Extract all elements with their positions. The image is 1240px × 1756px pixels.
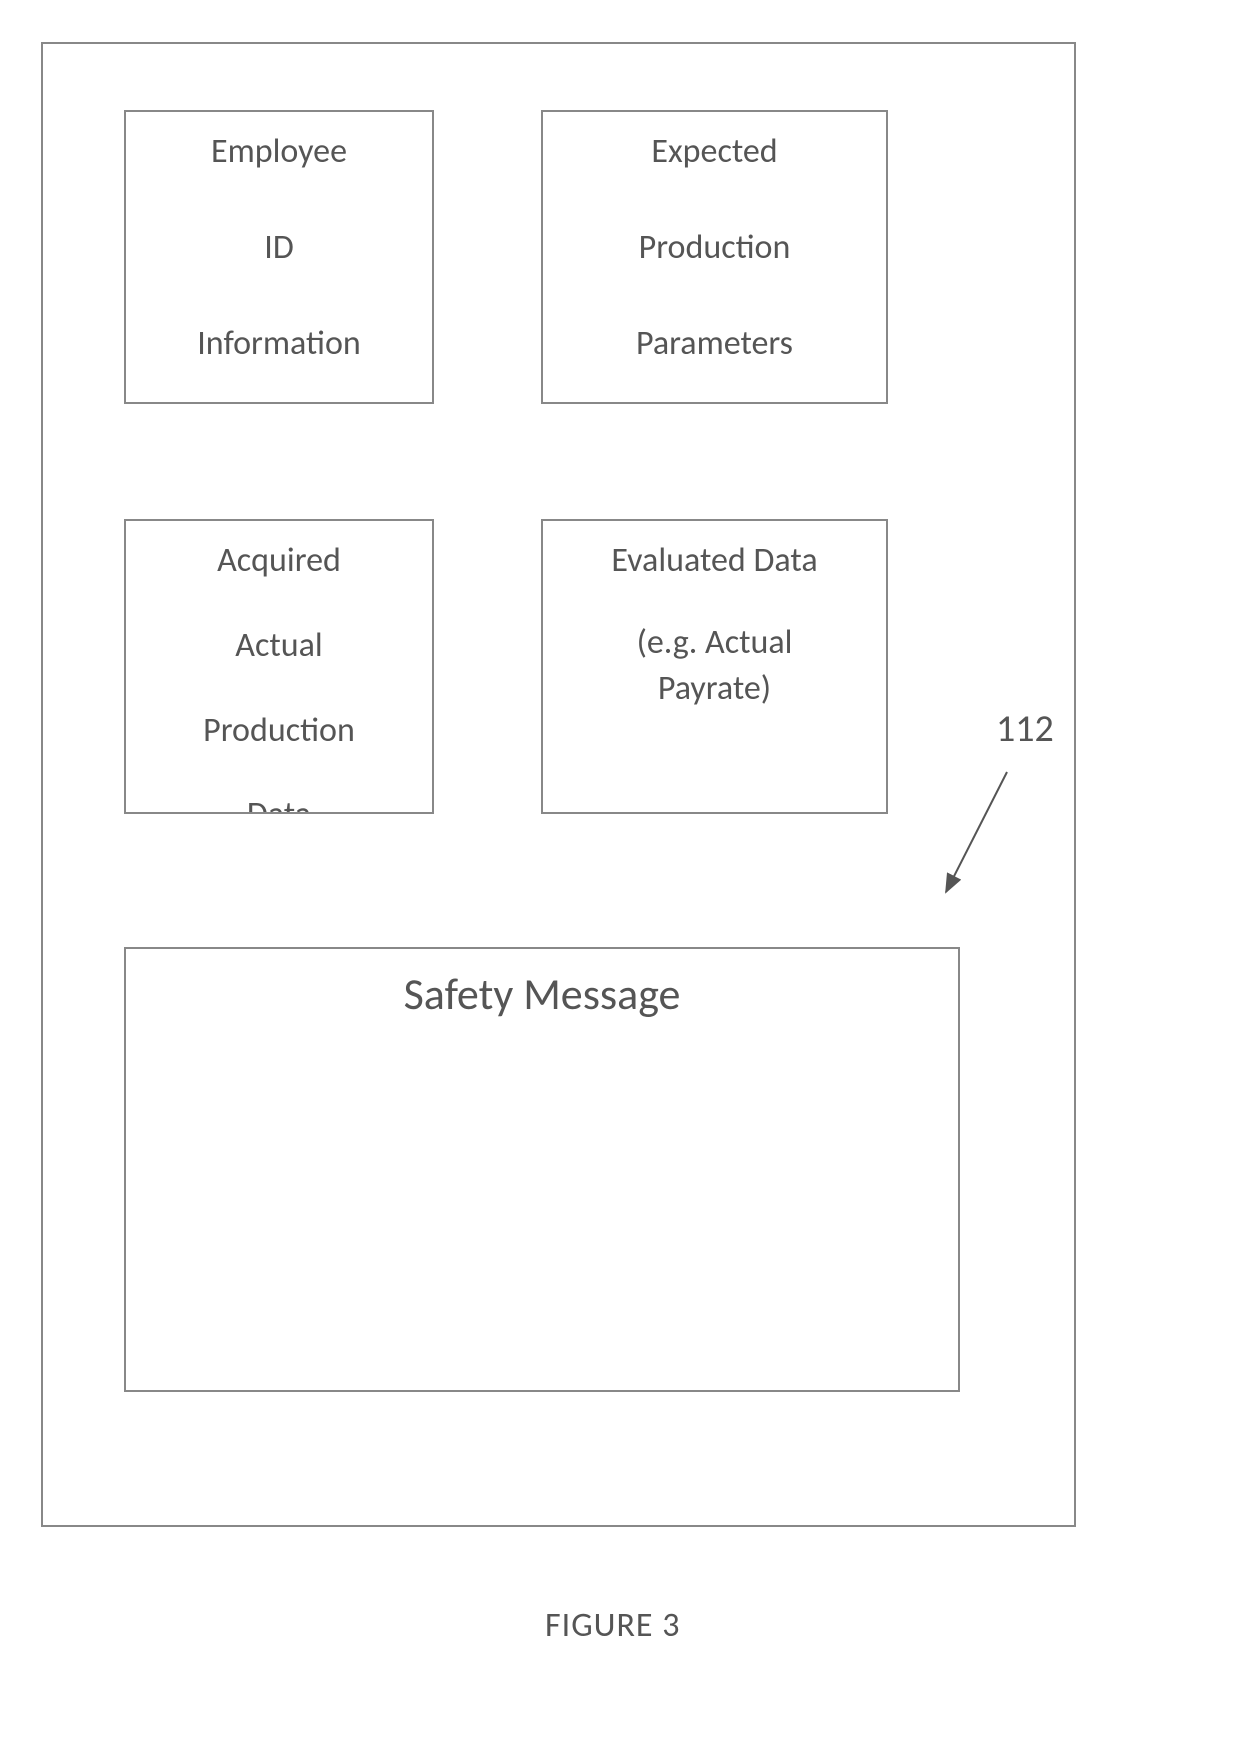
- acquired-data-line1: Acquired: [217, 541, 341, 582]
- evaluated-data-box: Evaluated Data (e.g. Actual Payrate): [541, 519, 888, 814]
- acquired-data-line2: Actual: [235, 626, 322, 667]
- expected-params-line1: Expected: [651, 132, 777, 173]
- employee-id-box: Employee ID Information: [124, 110, 434, 404]
- reference-number: 112: [996, 706, 1054, 752]
- expected-params-box: Expected Production Parameters: [541, 110, 888, 404]
- expected-params-line3: Parameters: [636, 324, 793, 365]
- evaluated-data-line2: (e.g. Actual: [637, 620, 793, 666]
- figure-label: FIGURE 3: [545, 1605, 680, 1646]
- employee-id-line1: Employee: [211, 132, 347, 173]
- employee-id-line3: Information: [197, 324, 361, 365]
- acquired-data-line4: Data: [247, 795, 311, 814]
- acquired-data-line3: Production: [203, 711, 355, 752]
- acquired-data-box: Acquired Actual Production Data: [124, 519, 434, 814]
- safety-message-box: Safety Message: [124, 947, 960, 1392]
- evaluated-data-line1: Evaluated Data: [611, 541, 817, 582]
- safety-message-title: Safety Message: [126, 949, 958, 1021]
- employee-id-line2: ID: [264, 228, 293, 269]
- expected-params-line2: Production: [639, 228, 791, 269]
- evaluated-data-line3: Payrate): [658, 666, 771, 712]
